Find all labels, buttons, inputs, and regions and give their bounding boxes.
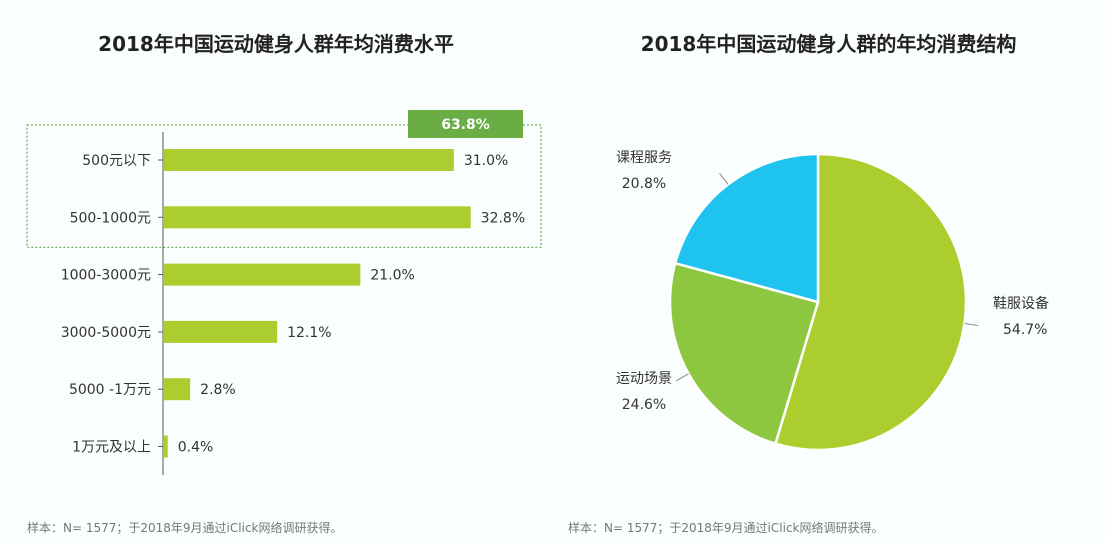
bar bbox=[164, 378, 191, 401]
pie-chart-panel: 2018年中国运动健身人群的年均消费结构 鞋服设备 54.7% 运动场景 24.6% 课… bbox=[552, 0, 1105, 542]
bar bbox=[164, 435, 168, 458]
pie-slice bbox=[668, 261, 820, 445]
pie-slice-name: 运动场景 bbox=[616, 371, 672, 387]
pie-leader-line bbox=[719, 173, 729, 185]
annotation-badge: 63.8% bbox=[408, 110, 523, 138]
pie-slice-name: 鞋服设备 bbox=[993, 295, 1049, 312]
pie-slice-value: 20.8% bbox=[622, 176, 666, 192]
pie-chart-source-note: 样本：N= 1577；于2018年9月通过iClick网络调研获得。 bbox=[568, 521, 884, 535]
category-label: 500-1000元 bbox=[70, 210, 151, 226]
annotation-badge-label: 63.8% bbox=[441, 117, 490, 133]
bar-chart-title: 2018年中国运动健身人群年均消费水平 bbox=[98, 32, 454, 56]
category-label: 5000 -1万元 bbox=[69, 382, 151, 398]
annotation-badge-bg bbox=[408, 110, 523, 138]
bar bbox=[164, 320, 278, 343]
pie-chart-title: 2018年中国运动健身人群的年均消费结构 bbox=[640, 32, 1017, 56]
pie-slice-value: 54.7% bbox=[1003, 322, 1047, 338]
pie-leader-line bbox=[964, 323, 979, 327]
bar bbox=[164, 206, 471, 229]
bar-value-label: 31.0% bbox=[464, 153, 508, 169]
bar-value-label: 0.4% bbox=[178, 440, 214, 456]
category-label: 1000-3000元 bbox=[61, 268, 151, 284]
pie-slice-name: 课程服务 bbox=[616, 150, 672, 166]
pie-slice-value: 24.6% bbox=[622, 397, 666, 413]
pie-leader-line bbox=[676, 373, 689, 382]
bar-value-label: 12.1% bbox=[287, 325, 331, 341]
bar-value-label: 32.8% bbox=[481, 210, 525, 226]
bar-value-label: 2.8% bbox=[200, 382, 236, 398]
bar-chart-source-note: 样本：N= 1577；于2018年9月通过iClick网络调研获得。 bbox=[27, 521, 343, 535]
bar bbox=[164, 149, 454, 171]
highlight-box bbox=[26, 124, 542, 248]
bar-chart-panel: 2018年中国运动健身人群年均消费水平 63.8% 500元以下 31.0% 500-… bbox=[0, 0, 552, 542]
bar-chart: 63.8% 500元以下 31.0% 500-1000元 32.8% 1000-3000元… bbox=[26, 110, 542, 475]
category-label: 500元以下 bbox=[82, 153, 151, 169]
pie-slice bbox=[774, 152, 968, 452]
category-label: 3000-5000元 bbox=[61, 325, 151, 341]
bar-value-label: 21.0% bbox=[370, 268, 414, 284]
pie-slice bbox=[673, 152, 820, 304]
bar bbox=[164, 263, 361, 286]
category-label: 1万元及以上 bbox=[72, 440, 151, 456]
pie-chart: 鞋服设备 54.7% 运动场景 24.6% 课程服务 20.8% bbox=[616, 150, 1049, 452]
